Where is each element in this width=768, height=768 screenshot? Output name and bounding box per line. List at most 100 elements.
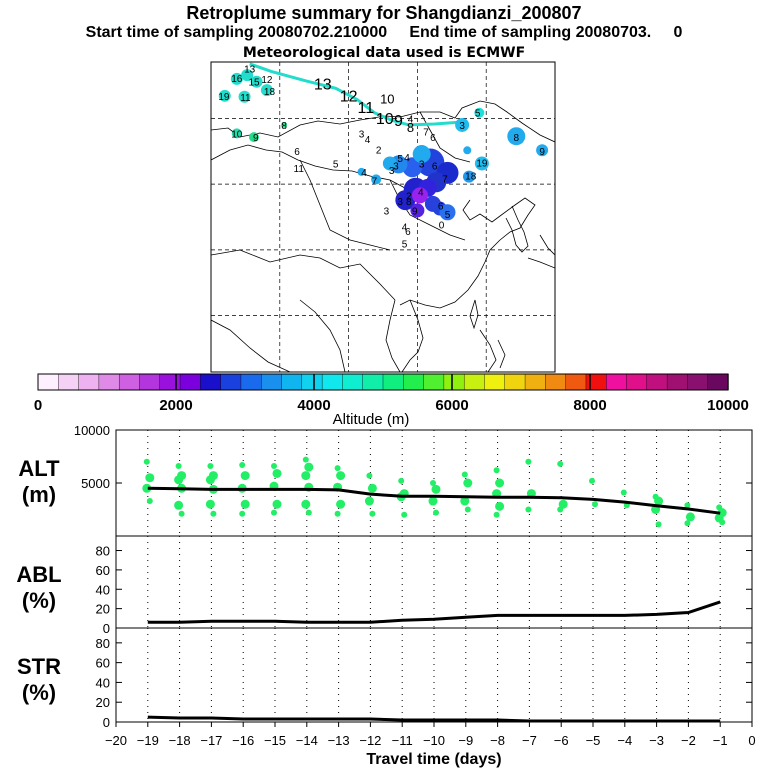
map-day-label: 8 [514,133,520,144]
altitude-sample [684,520,691,527]
plume-blob [249,132,259,143]
map-day-label: 6 [430,133,436,144]
plume-blob [241,69,254,82]
map-day-label: 11 [357,100,374,117]
map-day-label: 5 [475,109,481,120]
plume-blob [371,174,382,185]
map-day-label: 6 [294,147,300,158]
colorbar-swatch [98,373,120,391]
colorbar-swatches [37,373,729,391]
map-day-label: 19 [218,92,230,103]
map-day-label: 4 [404,153,410,164]
altitude-sample [205,475,215,485]
altitude-sample [301,499,311,509]
colorbar-swatch [585,373,607,391]
plume-blob [411,187,428,204]
trajectory-path [249,62,461,127]
plume-blob [507,127,526,146]
map-day-label: 12 [340,89,358,106]
altitude-sample [495,501,505,511]
altitude-sample [620,489,627,496]
map-day-label: 2 [376,145,382,156]
altitude-sample [240,471,250,481]
altitude-sample [205,499,215,509]
colorbar-swatch [606,373,628,391]
map-day-label: 10 [231,129,243,140]
map-day-label: 5 [402,239,408,250]
colorbar-swatch [545,373,567,391]
altitude-sample [301,471,311,481]
altitude-sample [175,463,182,470]
altitude-sample [525,506,532,513]
colorbar-swatch [58,373,80,391]
map-day-label: 10 [376,111,394,128]
colorbar-ticks: 0 2000 4000 6000 8000 10000 [34,397,749,414]
altitude-colorbar: 0 2000 4000 6000 8000 10000 Altitude (m) [34,373,749,428]
figure-header: Retroplume summary for Shangdianzi_20080… [0,0,768,64]
x-tick-label: −15 [264,733,286,748]
map-day-label: 8 [406,197,412,208]
altitude-sample [398,477,405,484]
plume-blob [395,190,416,211]
colorbar-swatch [484,373,506,391]
panel-ylabel: STR [17,654,61,679]
x-tick-label: −9 [458,733,473,748]
altitude-sample [364,496,374,506]
map-day-label: 3 [459,121,465,132]
y-tick-label: 10000 [74,423,110,438]
map-day-label: 6 [405,227,411,238]
colorbar-swatch [78,373,100,391]
altitude-sample [558,499,568,509]
map-day-label: 15 [248,78,260,89]
colorbar-swatch [443,373,465,391]
map-day-label: 4 [365,135,371,146]
colorbar-swatch [362,373,384,391]
map-day-label: 2 [406,191,412,202]
altitude-sample [336,499,346,509]
x-tick-label: −5 [586,733,601,748]
altitude-sample [240,499,250,509]
altitude-sample [302,456,309,463]
y-tick-label: 80 [96,636,110,651]
altitude-sample [463,478,473,488]
map-day-label: 18 [465,172,477,183]
colorbar-tick: 6000 [435,397,468,414]
map-day-label: 6 [438,202,444,213]
altitude-sample [495,478,505,488]
altitude-sample [557,506,564,513]
altitude-sample [655,521,662,528]
colorbar-swatch [646,373,668,391]
colorbar-swatch [687,373,709,391]
map-day-label: 5 [397,154,403,165]
map-day-label: 3 [419,159,425,170]
y-tick-label: 80 [96,544,110,559]
y-tick-label: 0 [103,621,110,636]
plume-blob [402,157,423,178]
plume-blob [474,107,485,118]
colorbar-swatch [403,373,425,391]
map-day-label: 8 [281,121,287,132]
plume-blob [357,167,366,176]
x-tick-label: −17 [200,733,222,748]
abl-line [147,600,721,624]
altitude-sample [592,501,598,508]
plume-blob [412,145,431,164]
x-tick-label: −12 [359,733,381,748]
colorbar-swatch [220,373,242,391]
altitude-sample [142,483,152,493]
sampling-period: Start time of sampling 20080702.210000 E… [85,24,683,41]
altitude-sample [431,484,441,494]
altitude-sample [207,463,214,470]
time-series-panels: 500010000ALT(m)020406080ABL(%)020406080S… [16,423,755,768]
colorbar-swatch [382,373,404,391]
altitude-sample [460,496,470,506]
map-day-label: 4 [418,188,424,199]
plume-blob [231,128,242,139]
colorbar-tick: 8000 [573,397,606,414]
y-tick-label: 0 [103,715,110,730]
panel-ylabel: ALT [18,456,60,481]
colorbar-tick: 4000 [297,397,330,414]
map-day-label: 4 [361,168,367,179]
altitude-sample [334,510,341,517]
